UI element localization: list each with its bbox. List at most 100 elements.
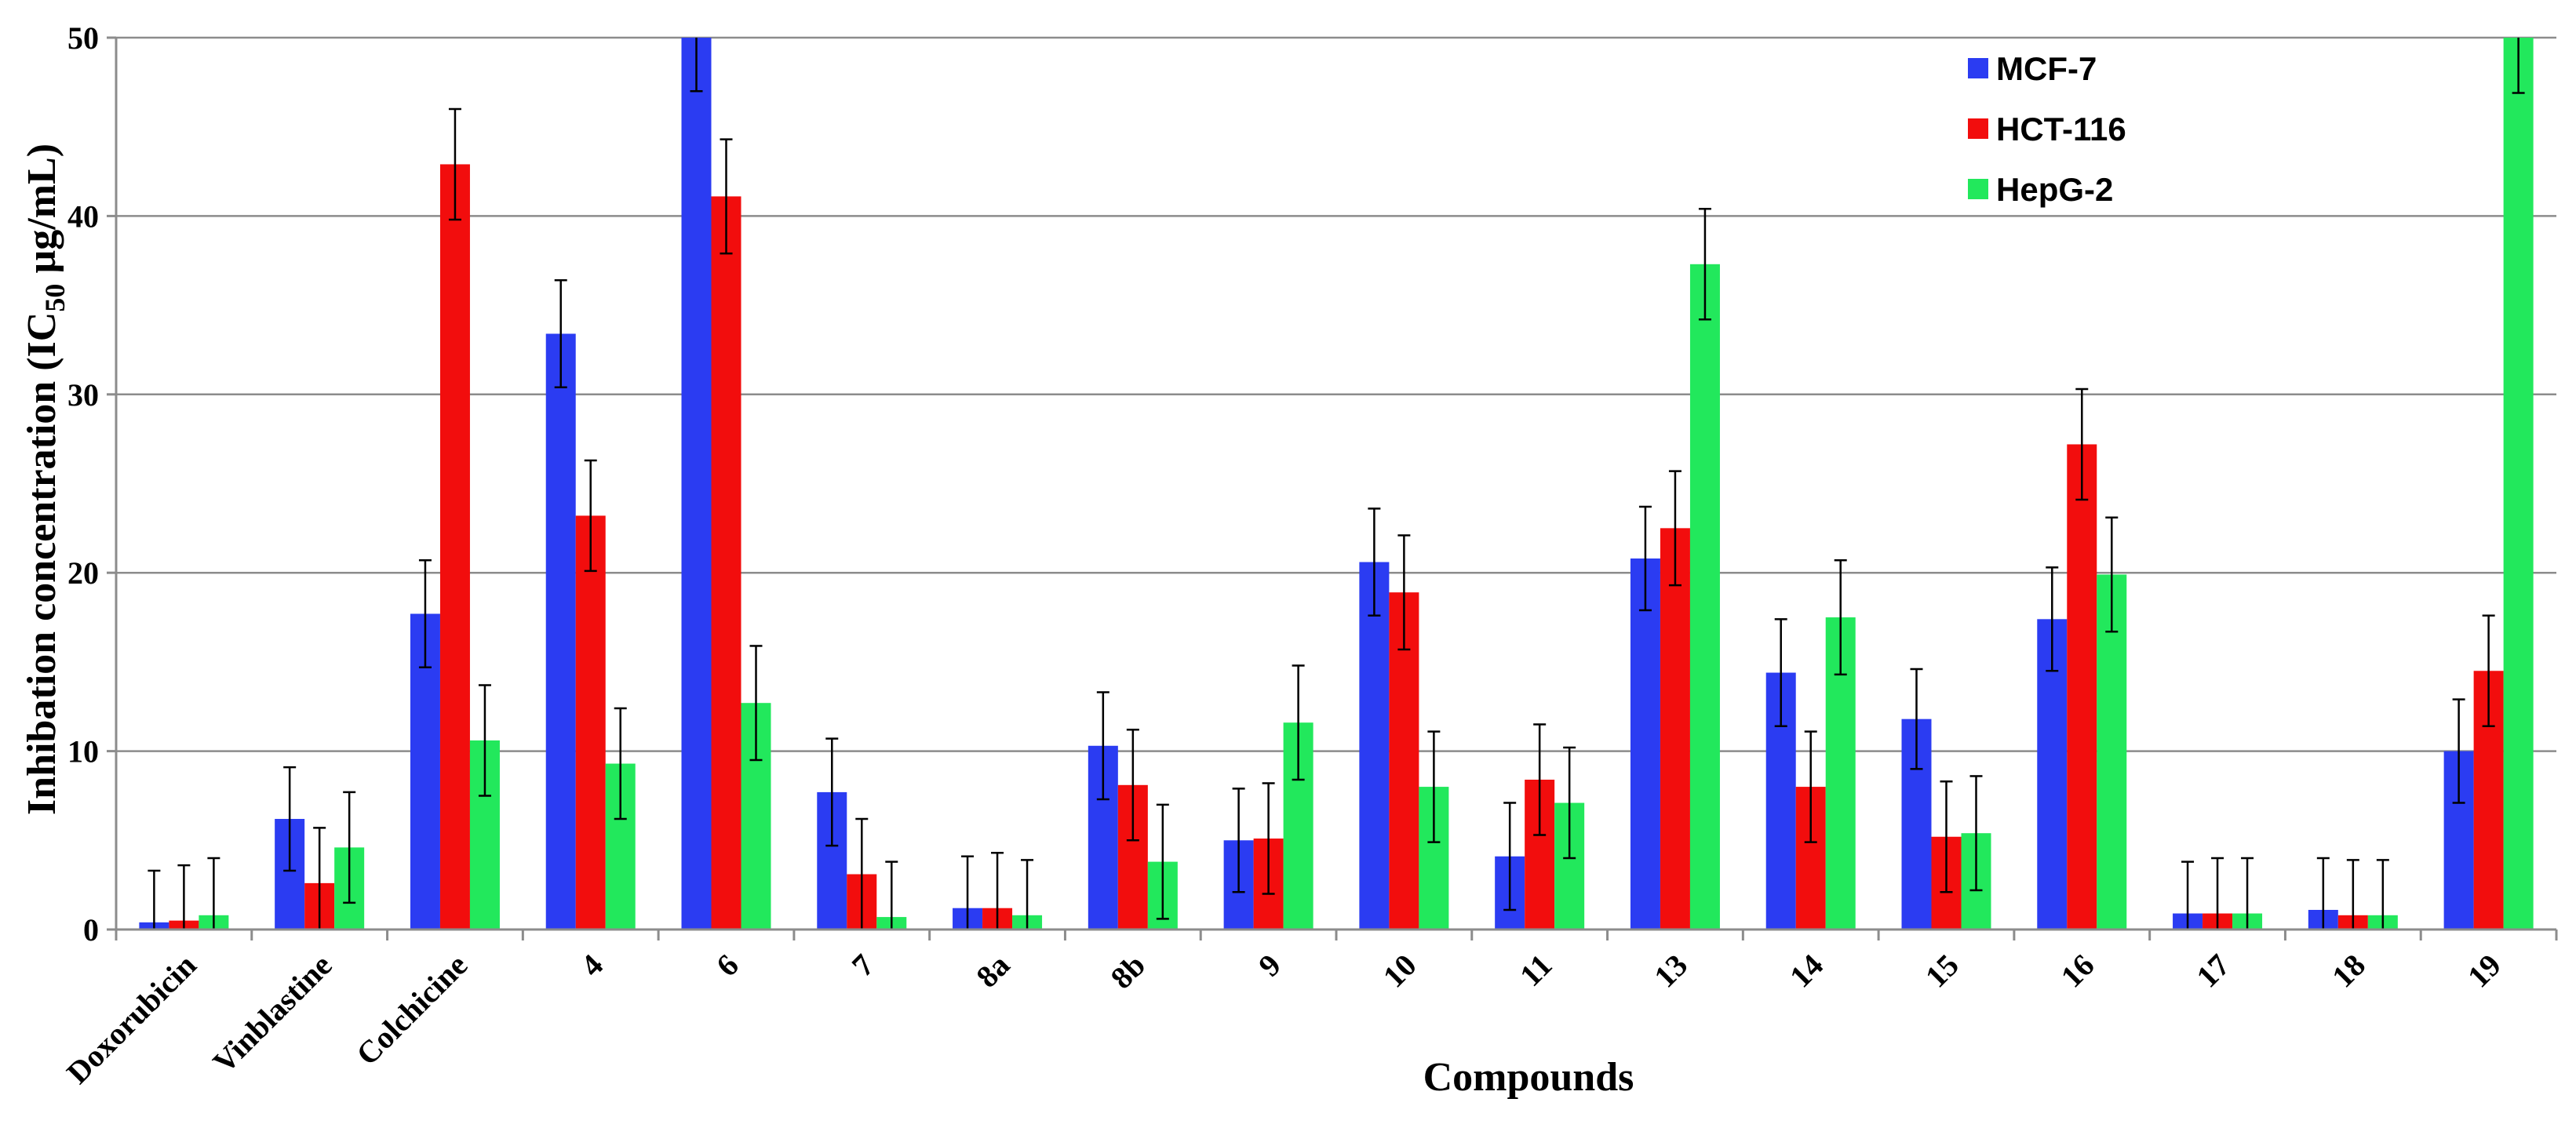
error-bar bbox=[855, 817, 869, 930]
error-bar bbox=[148, 869, 161, 930]
error-bar bbox=[1232, 788, 1245, 893]
bar bbox=[2097, 574, 2127, 930]
error-bar bbox=[1638, 505, 1652, 612]
error-bar bbox=[177, 864, 191, 930]
error-bar bbox=[1533, 723, 1547, 836]
error-bar bbox=[343, 791, 356, 904]
y-axis-title-subscript: 50 bbox=[39, 284, 71, 312]
x-tick-label: 15 bbox=[1918, 948, 1966, 995]
error-bar bbox=[2211, 857, 2224, 930]
error-bar bbox=[720, 138, 733, 255]
error-bar bbox=[2512, 38, 2525, 94]
error-bar bbox=[2452, 698, 2465, 804]
gridlines bbox=[116, 36, 2556, 752]
error-bar bbox=[825, 737, 839, 847]
bar bbox=[2503, 38, 2534, 930]
x-tick-labels: Doxorubicin Vinblastine Colchicine 4 6 7 8a 8b 9… bbox=[60, 948, 2508, 1091]
error-bar bbox=[313, 827, 326, 930]
y-axis-title-unit: µg/mL) bbox=[20, 144, 64, 284]
y-tick-label: 0 bbox=[83, 912, 99, 948]
error-bar bbox=[2181, 860, 2195, 930]
error-bar bbox=[1156, 803, 1169, 920]
y-tick-label: 20 bbox=[67, 555, 99, 591]
error-bar bbox=[1563, 746, 1576, 860]
bar bbox=[1689, 264, 1720, 930]
x-tick-label: 8b bbox=[1104, 948, 1153, 996]
legend-swatch-mcf7 bbox=[1968, 58, 1988, 78]
x-tick-label: 10 bbox=[1376, 948, 1423, 995]
error-bar bbox=[478, 684, 491, 797]
x-tick-label: 6 bbox=[709, 948, 745, 984]
error-bar bbox=[2316, 857, 2330, 930]
error-bar bbox=[1834, 559, 1847, 676]
bar bbox=[1660, 528, 1690, 930]
x-tick-label: 18 bbox=[2325, 948, 2372, 995]
bar bbox=[439, 164, 470, 930]
legend-swatch-hct116 bbox=[1968, 118, 1988, 139]
y-tick-label: 10 bbox=[67, 734, 99, 769]
error-bar bbox=[2376, 859, 2389, 930]
bar bbox=[1359, 562, 1390, 930]
error-bar bbox=[2346, 859, 2359, 930]
error-bar bbox=[207, 857, 220, 930]
error-bar bbox=[1668, 470, 1682, 587]
error-bar bbox=[283, 766, 297, 872]
y-tick-label: 40 bbox=[67, 198, 99, 234]
error-bar bbox=[554, 279, 567, 388]
bar bbox=[681, 38, 712, 930]
x-tick-label: 17 bbox=[2189, 948, 2236, 995]
error-bar bbox=[1940, 780, 1953, 893]
error-bar bbox=[1126, 729, 1139, 842]
legend-swatch-hepg2 bbox=[1968, 179, 1988, 199]
x-tick-label: Vinblastine bbox=[206, 948, 338, 1080]
error-bar bbox=[418, 559, 432, 668]
x-tick-label: 8a bbox=[969, 948, 1016, 995]
x-tick-label: 13 bbox=[1647, 948, 1694, 995]
bar bbox=[1630, 558, 1660, 930]
x-tick-label: 4 bbox=[574, 948, 610, 984]
error-bar bbox=[1910, 668, 1923, 770]
legend: MCF-7 HCT-116 HepG-2 bbox=[1968, 50, 2126, 208]
y-axis-title-main: Inhibation concentration (IC bbox=[20, 312, 64, 815]
x-tick-label: Doxorubicin bbox=[60, 948, 203, 1091]
error-bar bbox=[584, 459, 597, 573]
legend-label-mcf7: MCF-7 bbox=[1996, 50, 2097, 87]
error-bar bbox=[1774, 618, 1787, 728]
error-bar bbox=[1021, 859, 1034, 930]
bar bbox=[575, 515, 606, 930]
error-bar bbox=[961, 855, 975, 930]
x-tick-label: 11 bbox=[1513, 948, 1559, 994]
x-tick-label: 9 bbox=[1252, 948, 1288, 984]
error-bar bbox=[749, 645, 763, 762]
error-bar bbox=[614, 707, 627, 820]
error-bar bbox=[1503, 802, 1517, 911]
y-tick-labels: 0 10 20 30 40 50 bbox=[67, 20, 99, 948]
error-bar bbox=[2075, 387, 2089, 501]
y-tick-label: 30 bbox=[67, 377, 99, 413]
x-tick-label: 7 bbox=[845, 948, 881, 984]
y-tick-label: 50 bbox=[67, 20, 99, 56]
x-tick-label: 19 bbox=[2461, 948, 2508, 995]
error-bar bbox=[1368, 508, 1381, 617]
bar bbox=[711, 196, 741, 930]
error-bar bbox=[1292, 664, 1305, 781]
error-bar bbox=[2105, 516, 2119, 633]
bars bbox=[139, 38, 2534, 930]
x-tick-label: 14 bbox=[1783, 948, 1830, 995]
error-bar bbox=[1969, 775, 1983, 892]
error-bar bbox=[1427, 730, 1441, 843]
x-axis-title: Compounds bbox=[1423, 1055, 1634, 1100]
x-tick-label: 16 bbox=[2054, 948, 2101, 995]
y-axis-title: Inhibation concentration (IC50 µg/mL) bbox=[20, 144, 71, 815]
error-bar bbox=[991, 851, 1004, 930]
error-bar bbox=[1804, 730, 1817, 843]
axes bbox=[107, 36, 2558, 940]
error-bar bbox=[690, 38, 703, 93]
bar bbox=[545, 333, 576, 930]
error-bar bbox=[2241, 857, 2254, 930]
error-bar bbox=[2482, 614, 2495, 728]
error-bar bbox=[1262, 782, 1275, 895]
legend-label-hepg2: HepG-2 bbox=[1996, 171, 2113, 208]
error-bar bbox=[1397, 534, 1411, 651]
